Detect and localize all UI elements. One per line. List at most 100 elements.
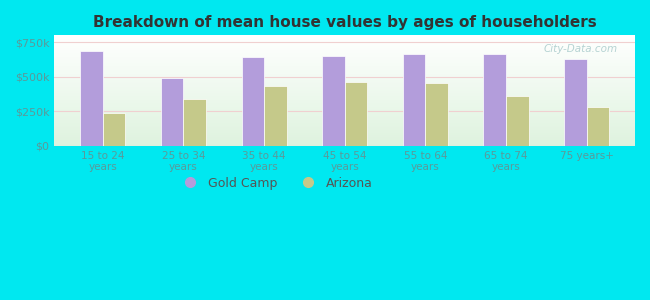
Bar: [55, 44, 635, 45]
Bar: [55, 136, 635, 137]
Bar: [242, 57, 264, 146]
Bar: [55, 53, 635, 54]
Bar: [55, 64, 635, 65]
Bar: [55, 141, 635, 142]
Bar: [55, 139, 635, 140]
Bar: [55, 95, 635, 96]
Bar: [55, 85, 635, 86]
Bar: [344, 82, 367, 146]
Bar: [55, 112, 635, 113]
Bar: [55, 145, 635, 146]
Bar: [55, 67, 635, 68]
Text: City-Data.com: City-Data.com: [543, 44, 618, 54]
Bar: [55, 114, 635, 115]
Bar: [55, 93, 635, 94]
Bar: [55, 86, 635, 87]
Bar: [55, 99, 635, 100]
Bar: [55, 90, 635, 91]
Bar: [55, 101, 635, 102]
Bar: [55, 132, 635, 133]
Bar: [55, 38, 635, 39]
Bar: [55, 63, 635, 64]
Bar: [55, 98, 635, 99]
Bar: [55, 107, 635, 108]
Bar: [55, 123, 635, 124]
Bar: [55, 37, 635, 38]
Bar: [55, 54, 635, 55]
Bar: [55, 46, 635, 47]
Bar: [55, 130, 635, 131]
Bar: [55, 133, 635, 134]
Bar: [55, 87, 635, 88]
Bar: [55, 62, 635, 63]
Bar: [55, 94, 635, 95]
Bar: [55, 109, 635, 110]
Bar: [55, 117, 635, 118]
Bar: [55, 49, 635, 50]
Bar: [55, 51, 635, 52]
Bar: [55, 59, 635, 60]
Title: Breakdown of mean house values by ages of householders: Breakdown of mean house values by ages o…: [93, 15, 597, 30]
Bar: [55, 115, 635, 116]
Bar: [55, 45, 635, 46]
Bar: [55, 85, 635, 86]
Bar: [183, 99, 206, 146]
Bar: [55, 82, 635, 83]
Bar: [55, 140, 635, 141]
Bar: [55, 84, 635, 85]
Bar: [484, 54, 506, 146]
Bar: [322, 56, 344, 146]
Bar: [55, 35, 635, 36]
Bar: [55, 106, 635, 107]
Bar: [55, 143, 635, 144]
Bar: [55, 71, 635, 72]
Bar: [564, 59, 586, 146]
Bar: [55, 80, 635, 81]
Bar: [55, 111, 635, 112]
Bar: [55, 127, 635, 128]
Bar: [55, 77, 635, 78]
Bar: [506, 96, 528, 146]
Bar: [55, 74, 635, 75]
Bar: [55, 110, 635, 111]
Bar: [55, 119, 635, 120]
Bar: [55, 52, 635, 53]
Bar: [55, 97, 635, 98]
Bar: [55, 134, 635, 135]
Bar: [55, 41, 635, 42]
Bar: [55, 91, 635, 92]
Bar: [55, 36, 635, 37]
Bar: [55, 58, 635, 59]
Bar: [55, 113, 635, 114]
Bar: [55, 40, 635, 41]
Bar: [55, 144, 635, 145]
Bar: [55, 81, 635, 82]
Bar: [55, 124, 635, 125]
Bar: [55, 137, 635, 138]
Bar: [55, 75, 635, 76]
Bar: [55, 82, 635, 83]
Bar: [264, 86, 287, 146]
Bar: [55, 135, 635, 136]
Bar: [55, 128, 635, 129]
Bar: [55, 56, 635, 57]
Bar: [161, 78, 183, 146]
Bar: [55, 70, 635, 71]
Bar: [55, 102, 635, 103]
Bar: [55, 120, 635, 121]
Bar: [55, 57, 635, 58]
Bar: [55, 83, 635, 84]
Bar: [81, 50, 103, 146]
Bar: [55, 142, 635, 143]
Bar: [55, 131, 635, 132]
Bar: [403, 54, 425, 146]
Bar: [55, 55, 635, 56]
Bar: [55, 79, 635, 80]
Bar: [55, 126, 635, 127]
Bar: [55, 68, 635, 69]
Bar: [55, 121, 635, 122]
Bar: [55, 39, 635, 40]
Bar: [55, 96, 635, 97]
Bar: [55, 116, 635, 117]
Bar: [55, 78, 635, 79]
